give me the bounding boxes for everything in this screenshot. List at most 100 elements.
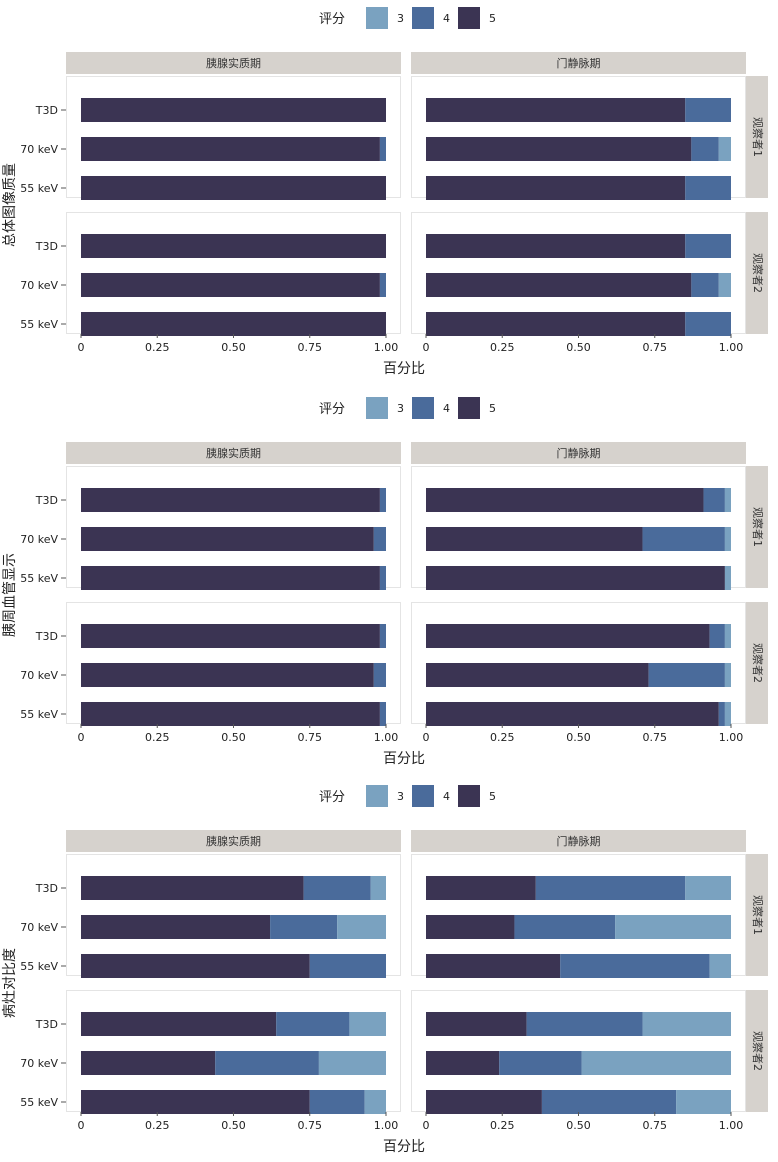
row-strip bbox=[746, 602, 768, 724]
x-tick-label: 0 bbox=[78, 341, 85, 354]
bar-segment-score-3 bbox=[724, 624, 731, 648]
legend-label-3: 3 bbox=[397, 402, 404, 415]
bar-segment-score-4 bbox=[685, 176, 731, 200]
bar-segment-score-4 bbox=[685, 312, 731, 336]
bar-segment-score-4 bbox=[691, 137, 719, 161]
y-tick-label: 55 keV bbox=[20, 318, 58, 331]
x-tick-label: 0.25 bbox=[145, 1119, 170, 1132]
legend-title: 评分 bbox=[319, 790, 345, 805]
row-strip-label: 观察者2 bbox=[751, 1031, 765, 1071]
row-strip bbox=[746, 212, 768, 334]
bar-segment-score-5 bbox=[426, 1012, 527, 1036]
bar-segment-score-5 bbox=[426, 876, 536, 900]
x-tick-label: 0.75 bbox=[643, 731, 668, 744]
bar-segment-score-3 bbox=[724, 702, 731, 726]
legend-swatch-5 bbox=[458, 7, 480, 29]
y-tick-label: T3D bbox=[35, 630, 58, 643]
x-tick-label: 0.75 bbox=[298, 1119, 323, 1132]
column-strip bbox=[411, 52, 746, 74]
bar-segment-score-3 bbox=[349, 1012, 386, 1036]
bar-segment-score-4 bbox=[379, 488, 386, 512]
bar-segment-score-5 bbox=[81, 488, 380, 512]
bar-segment-score-3 bbox=[724, 566, 731, 590]
column-strip bbox=[66, 442, 401, 464]
row-strip bbox=[746, 466, 768, 588]
bar-segment-score-5 bbox=[81, 312, 386, 336]
bar-segment-score-4 bbox=[642, 527, 725, 551]
bar-segment-score-4 bbox=[718, 702, 725, 726]
bar-segment-score-5 bbox=[426, 273, 692, 297]
x-tick-label: 1.00 bbox=[374, 731, 399, 744]
legend-title: 评分 bbox=[319, 12, 345, 27]
bar-segment-score-5 bbox=[81, 1051, 216, 1075]
row-strip-label: 观察者2 bbox=[751, 643, 765, 683]
column-strip-label: 门静脉期 bbox=[557, 56, 601, 70]
bar-segment-score-4 bbox=[685, 234, 731, 258]
y-axis-title: 病灶对比度 bbox=[2, 948, 18, 1018]
x-tick-label: 1.00 bbox=[374, 341, 399, 354]
legend-swatch-5 bbox=[458, 397, 480, 419]
bar-segment-score-3 bbox=[615, 915, 731, 939]
x-tick-label: 0.75 bbox=[298, 731, 323, 744]
y-tick-label: T3D bbox=[35, 104, 58, 117]
bar-segment-score-5 bbox=[81, 176, 386, 200]
bar-segment-score-4 bbox=[215, 1051, 319, 1075]
y-tick-label: 70 keV bbox=[20, 669, 58, 682]
bar-segment-score-4 bbox=[648, 663, 725, 687]
bar-segment-score-3 bbox=[709, 954, 731, 978]
column-strip-label: 胰腺实质期 bbox=[206, 56, 261, 70]
y-tick-label: 70 keV bbox=[20, 1057, 58, 1070]
column-strip-label: 胰腺实质期 bbox=[206, 834, 261, 848]
column-strip bbox=[411, 830, 746, 852]
x-tick-label: 0.75 bbox=[298, 341, 323, 354]
x-tick-label: 1.00 bbox=[374, 1119, 399, 1132]
legend-label-4: 4 bbox=[443, 402, 450, 415]
bar-segment-score-3 bbox=[676, 1090, 731, 1114]
row-strip bbox=[746, 990, 768, 1112]
legend-swatch-3 bbox=[366, 7, 388, 29]
x-tick-label: 0.25 bbox=[490, 341, 515, 354]
bar-segment-score-3 bbox=[724, 527, 731, 551]
bar-segment-score-4 bbox=[685, 98, 731, 122]
bar-segment-score-3 bbox=[370, 876, 386, 900]
x-tick-label: 0 bbox=[78, 731, 85, 744]
x-tick-label: 0 bbox=[423, 731, 430, 744]
row-strip bbox=[746, 854, 768, 976]
bar-segment-score-5 bbox=[426, 488, 704, 512]
bar-segment-score-4 bbox=[373, 527, 386, 551]
bar-segment-score-4 bbox=[703, 488, 725, 512]
bar-segment-score-4 bbox=[373, 663, 386, 687]
x-tick-label: 0.50 bbox=[566, 1119, 591, 1132]
bar-segment-score-5 bbox=[426, 624, 710, 648]
bar-segment-score-4 bbox=[276, 1012, 350, 1036]
column-strip-label: 胰腺实质期 bbox=[206, 446, 261, 460]
bar-segment-score-3 bbox=[318, 1051, 386, 1075]
legend-label-4: 4 bbox=[443, 12, 450, 25]
x-tick-label: 0.50 bbox=[566, 341, 591, 354]
x-tick-label: 0.50 bbox=[566, 731, 591, 744]
bar-segment-score-4 bbox=[379, 273, 386, 297]
bar-segment-score-4 bbox=[379, 137, 386, 161]
x-tick-label: 0.25 bbox=[145, 731, 170, 744]
bar-segment-score-3 bbox=[724, 663, 731, 687]
x-tick-label: 1.00 bbox=[719, 1119, 744, 1132]
legend-swatch-5 bbox=[458, 785, 480, 807]
row-strip-label: 观察者2 bbox=[751, 253, 765, 293]
bar-segment-score-4 bbox=[309, 954, 386, 978]
bar-segment-score-5 bbox=[426, 954, 561, 978]
bar-segment-score-5 bbox=[81, 663, 374, 687]
x-tick-label: 1.00 bbox=[719, 731, 744, 744]
x-tick-label: 0.75 bbox=[643, 1119, 668, 1132]
y-tick-label: 55 keV bbox=[20, 960, 58, 973]
bar-segment-score-5 bbox=[426, 663, 649, 687]
bar-segment-score-4 bbox=[379, 702, 386, 726]
x-tick-label: 0.25 bbox=[145, 341, 170, 354]
row-strip bbox=[746, 76, 768, 198]
x-tick-label: 0.75 bbox=[643, 341, 668, 354]
x-axis-title: 百分比 bbox=[383, 361, 425, 377]
bar-segment-score-3 bbox=[364, 1090, 386, 1114]
bar-segment-score-3 bbox=[685, 876, 731, 900]
bar-segment-score-4 bbox=[709, 624, 725, 648]
legend-swatch-3 bbox=[366, 785, 388, 807]
